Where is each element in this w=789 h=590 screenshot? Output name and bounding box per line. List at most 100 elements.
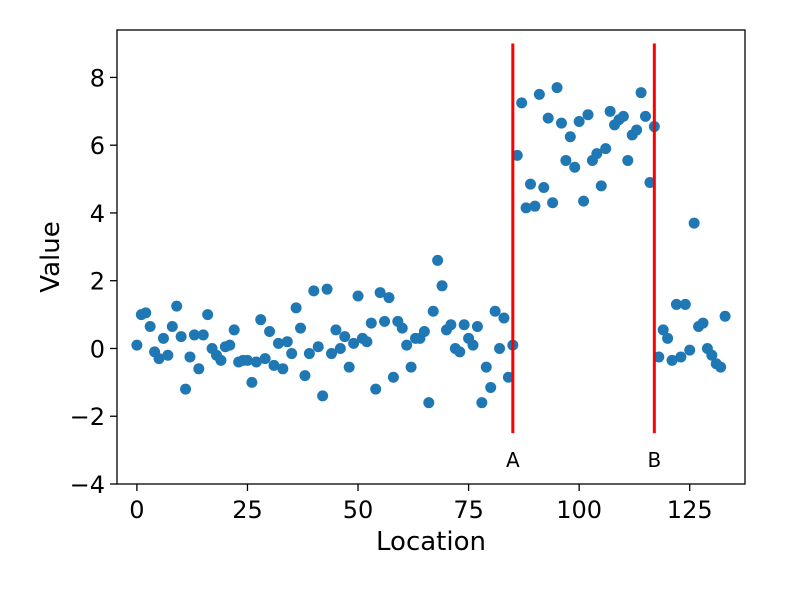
- data-point: [498, 312, 510, 324]
- data-point: [591, 148, 603, 160]
- data-point: [485, 381, 497, 393]
- data-point: [405, 361, 417, 373]
- data-point: [604, 105, 616, 117]
- data-point: [697, 317, 709, 329]
- data-point: [259, 353, 271, 365]
- data-point: [268, 359, 280, 371]
- data-point: [361, 336, 373, 348]
- data-point: [325, 348, 337, 360]
- data-point: [684, 344, 696, 356]
- y-tick-label: 8: [90, 64, 105, 92]
- data-point: [330, 324, 342, 336]
- data-point: [564, 131, 576, 143]
- x-tick-label: 25: [232, 496, 263, 524]
- y-tick-label: −4: [70, 471, 105, 499]
- marker-label-b: B: [647, 448, 661, 472]
- data-point: [352, 290, 364, 302]
- data-point: [277, 363, 289, 375]
- y-axis-ticks: −4 −2 0 2 4 6 8: [70, 64, 117, 499]
- data-point: [365, 317, 377, 329]
- x-axis-label: Location: [376, 527, 486, 557]
- data-point: [374, 287, 386, 299]
- data-point: [180, 383, 192, 395]
- data-point: [675, 351, 687, 363]
- data-point: [489, 305, 501, 317]
- data-point: [578, 195, 590, 207]
- data-point: [401, 339, 413, 351]
- data-point: [445, 319, 457, 331]
- x-tick-label: 0: [129, 496, 144, 524]
- data-point: [387, 371, 399, 383]
- data-point: [706, 349, 718, 361]
- x-tick-label: 75: [453, 496, 484, 524]
- data-point: [432, 254, 444, 266]
- data-point: [454, 346, 466, 358]
- data-point: [520, 202, 532, 214]
- data-points: [131, 82, 731, 409]
- data-point: [670, 298, 682, 310]
- data-point: [175, 331, 187, 343]
- data-point: [555, 117, 567, 129]
- data-point: [529, 200, 541, 212]
- data-point: [184, 351, 196, 363]
- y-axis-label: Value: [36, 221, 66, 292]
- data-point: [471, 320, 483, 332]
- data-point: [264, 326, 276, 338]
- data-point: [516, 97, 528, 109]
- y-tick-label: 2: [90, 268, 105, 296]
- data-point: [246, 376, 258, 388]
- x-tick-label: 100: [556, 496, 602, 524]
- data-point: [639, 110, 651, 122]
- data-point: [582, 109, 594, 121]
- data-point: [286, 348, 298, 360]
- data-point: [131, 339, 143, 351]
- data-point: [688, 217, 700, 229]
- data-point: [679, 298, 691, 310]
- data-point: [423, 397, 435, 409]
- data-point: [560, 154, 572, 166]
- data-point: [476, 397, 488, 409]
- data-point: [228, 324, 240, 336]
- data-point: [215, 354, 227, 366]
- data-point: [480, 361, 492, 373]
- data-point: [595, 180, 607, 192]
- data-point: [193, 363, 205, 375]
- data-point: [653, 351, 665, 363]
- data-point: [383, 292, 395, 304]
- marker-label-a: A: [506, 448, 520, 472]
- data-point: [166, 320, 178, 332]
- data-point: [281, 336, 293, 348]
- data-point: [622, 154, 634, 166]
- data-point: [370, 383, 382, 395]
- data-point: [666, 354, 678, 366]
- data-point: [502, 371, 514, 383]
- data-point: [635, 87, 647, 99]
- data-point: [255, 314, 267, 326]
- data-point: [334, 342, 346, 354]
- data-point: [569, 161, 581, 173]
- data-point: [153, 353, 165, 365]
- data-point: [551, 82, 563, 94]
- data-point: [396, 322, 408, 334]
- data-point: [197, 329, 209, 341]
- x-tick-label: 50: [343, 496, 374, 524]
- data-point: [157, 332, 169, 344]
- data-point: [662, 332, 674, 344]
- data-point: [427, 305, 439, 317]
- y-tick-label: 0: [90, 335, 105, 363]
- data-point: [511, 149, 523, 161]
- data-point: [538, 182, 550, 194]
- data-point: [573, 115, 585, 127]
- plot-frame: [116, 29, 746, 485]
- data-point: [494, 342, 506, 354]
- data-point: [644, 176, 656, 188]
- x-axis-ticks: 0 25 50 75 100 125: [129, 484, 713, 524]
- data-point: [188, 329, 200, 341]
- data-point: [171, 300, 183, 312]
- data-point: [290, 302, 302, 314]
- data-point: [312, 341, 324, 353]
- data-point: [224, 339, 236, 351]
- data-point: [418, 326, 430, 338]
